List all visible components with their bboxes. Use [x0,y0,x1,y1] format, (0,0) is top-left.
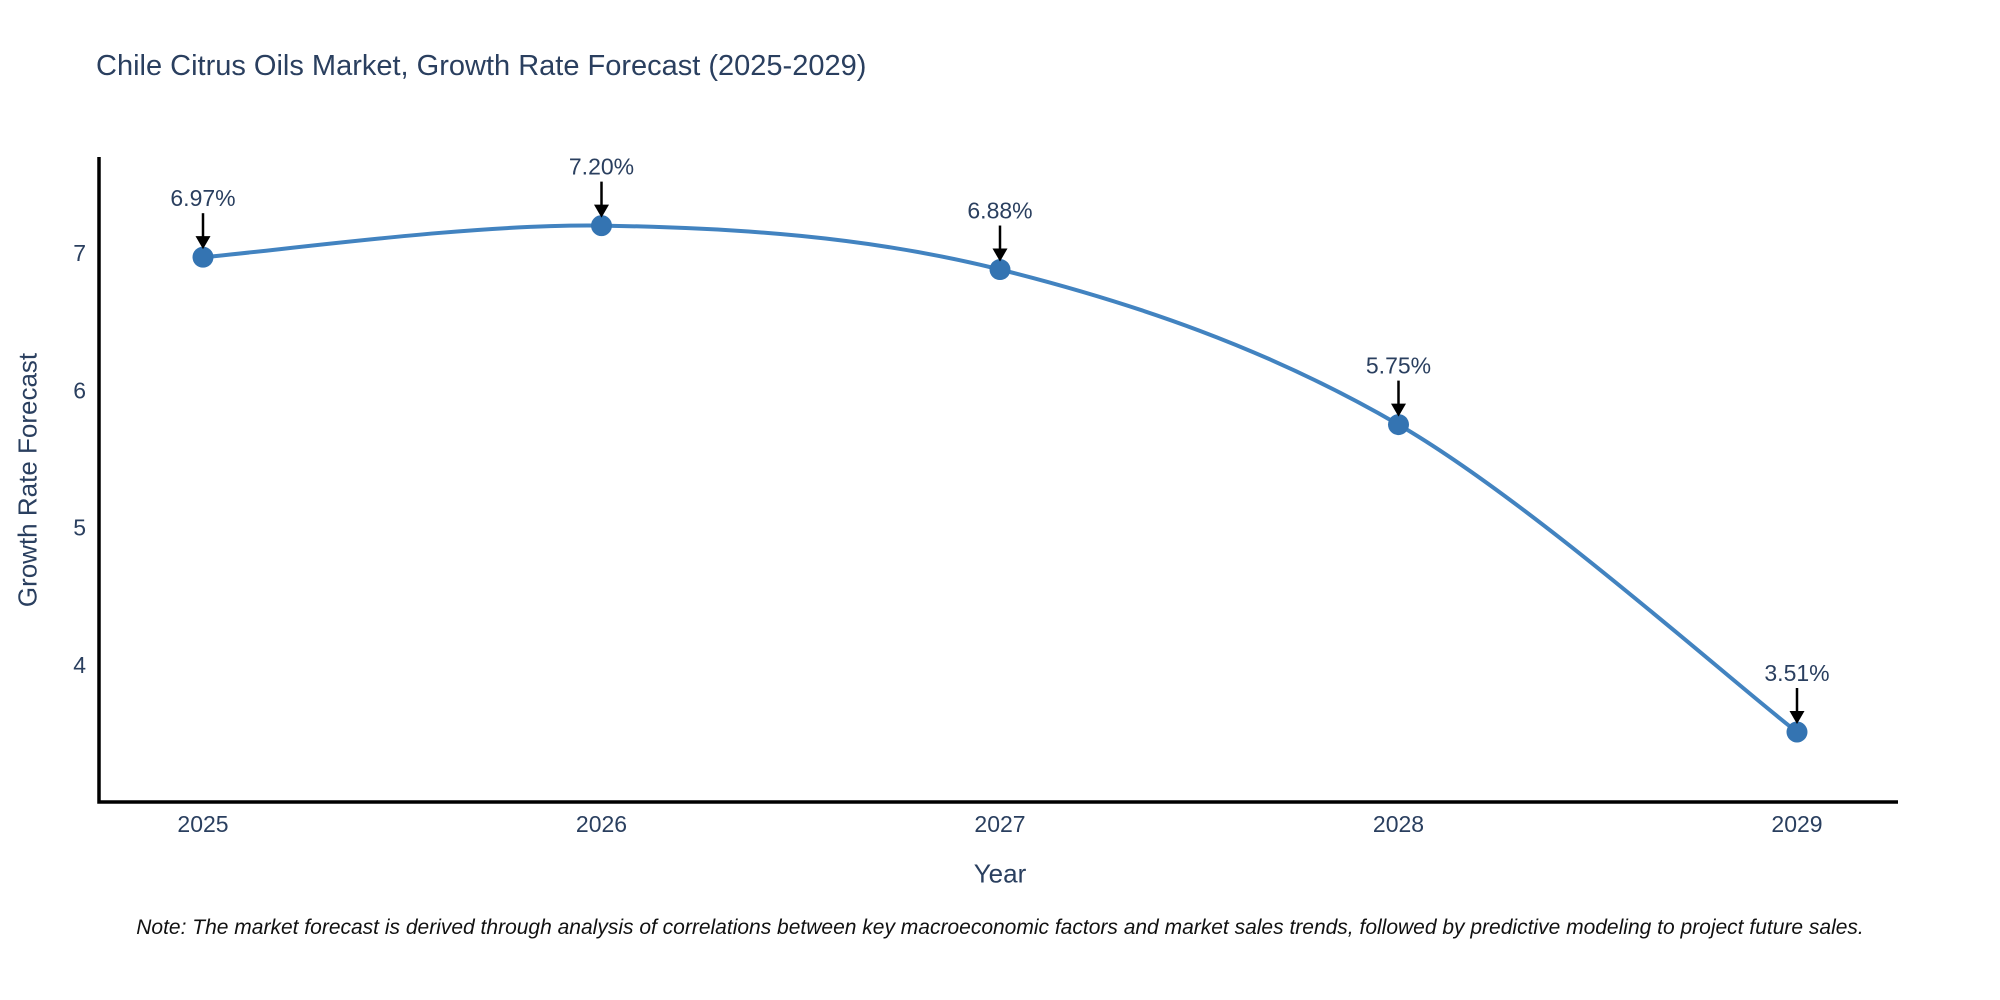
data-point-2028 [1388,414,1409,436]
x-tick-label: 2028 [1373,811,1424,837]
annotation-arrowhead [1391,403,1406,417]
data-point-2025 [192,246,214,268]
data-point-2027 [989,259,1011,281]
annotation-label: 6.88% [967,198,1032,224]
y-axis-title: Growth Rate Forecast [12,352,43,608]
x-tick-label: 2027 [974,811,1025,837]
annotation-label: 7.20% [569,154,634,180]
y-tick-label: 4 [73,652,86,678]
y-tick-label: 6 [73,377,86,403]
annotation-arrowhead [992,248,1008,262]
annotation-label: 3.51% [1764,660,1829,686]
x-tick-label: 2029 [1771,811,1822,837]
y-tick-label: 5 [73,515,86,541]
annotation-arrowhead [594,204,609,218]
axis-spines [97,157,1898,804]
annotation-label: 6.97% [170,185,235,211]
data-point-2029 [1786,721,1808,743]
annotation-label: 5.75% [1366,353,1431,379]
x-axis-title: Year [973,858,1027,889]
chart-title: Chile Citrus Oils Market, Growth Rate Fo… [96,50,867,82]
annotation-arrowhead [1789,711,1805,725]
x-tick-label: 2026 [576,811,627,837]
y-tick-label: 7 [73,240,86,266]
x-tick-label: 2025 [177,811,228,837]
data-point-2026 [591,215,612,237]
footnote: Note: The market forecast is derived thr… [136,916,1864,939]
forecast-line [201,223,1799,734]
annotation-arrowhead [195,236,211,250]
